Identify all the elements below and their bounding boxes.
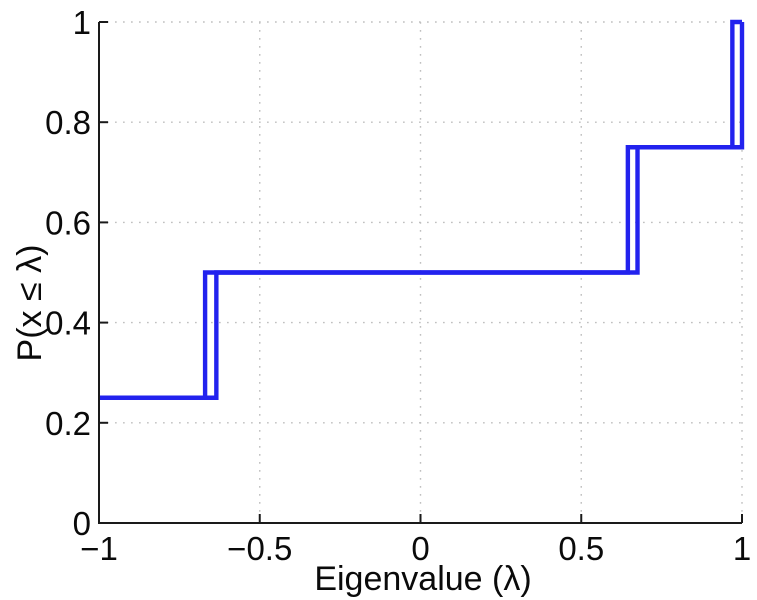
x-tick-label: 0 [411, 530, 429, 567]
x-axis-label: Eigenvalue (λ) [314, 560, 531, 598]
grid-lines [99, 21, 743, 523]
cdf-series-early [99, 19, 742, 400]
x-tick-label: 0.5 [558, 530, 604, 567]
cdf-series-group [99, 19, 745, 400]
y-tick-label: 0 [73, 505, 91, 542]
y-tick-label: 0.8 [45, 104, 91, 141]
y-tick-label: 1 [73, 4, 91, 41]
y-tick-label: 0.6 [45, 204, 91, 241]
y-axis-label: P(x ≤ λ) [11, 245, 49, 362]
y-tick-label: 0.2 [45, 405, 91, 442]
tick-labels: −1 −0.5 0 0.5 1 0 0.2 0.4 0.6 0.8 1 [45, 4, 751, 567]
cdf-series-late [99, 22, 745, 400]
axes-group [98, 21, 743, 524]
x-tick-label: −1 [80, 530, 118, 567]
x-tick-label: 1 [733, 530, 751, 567]
y-tick-label: 0.4 [45, 305, 91, 342]
tick-marks [98, 21, 743, 524]
x-tick-label: −0.5 [227, 530, 292, 567]
